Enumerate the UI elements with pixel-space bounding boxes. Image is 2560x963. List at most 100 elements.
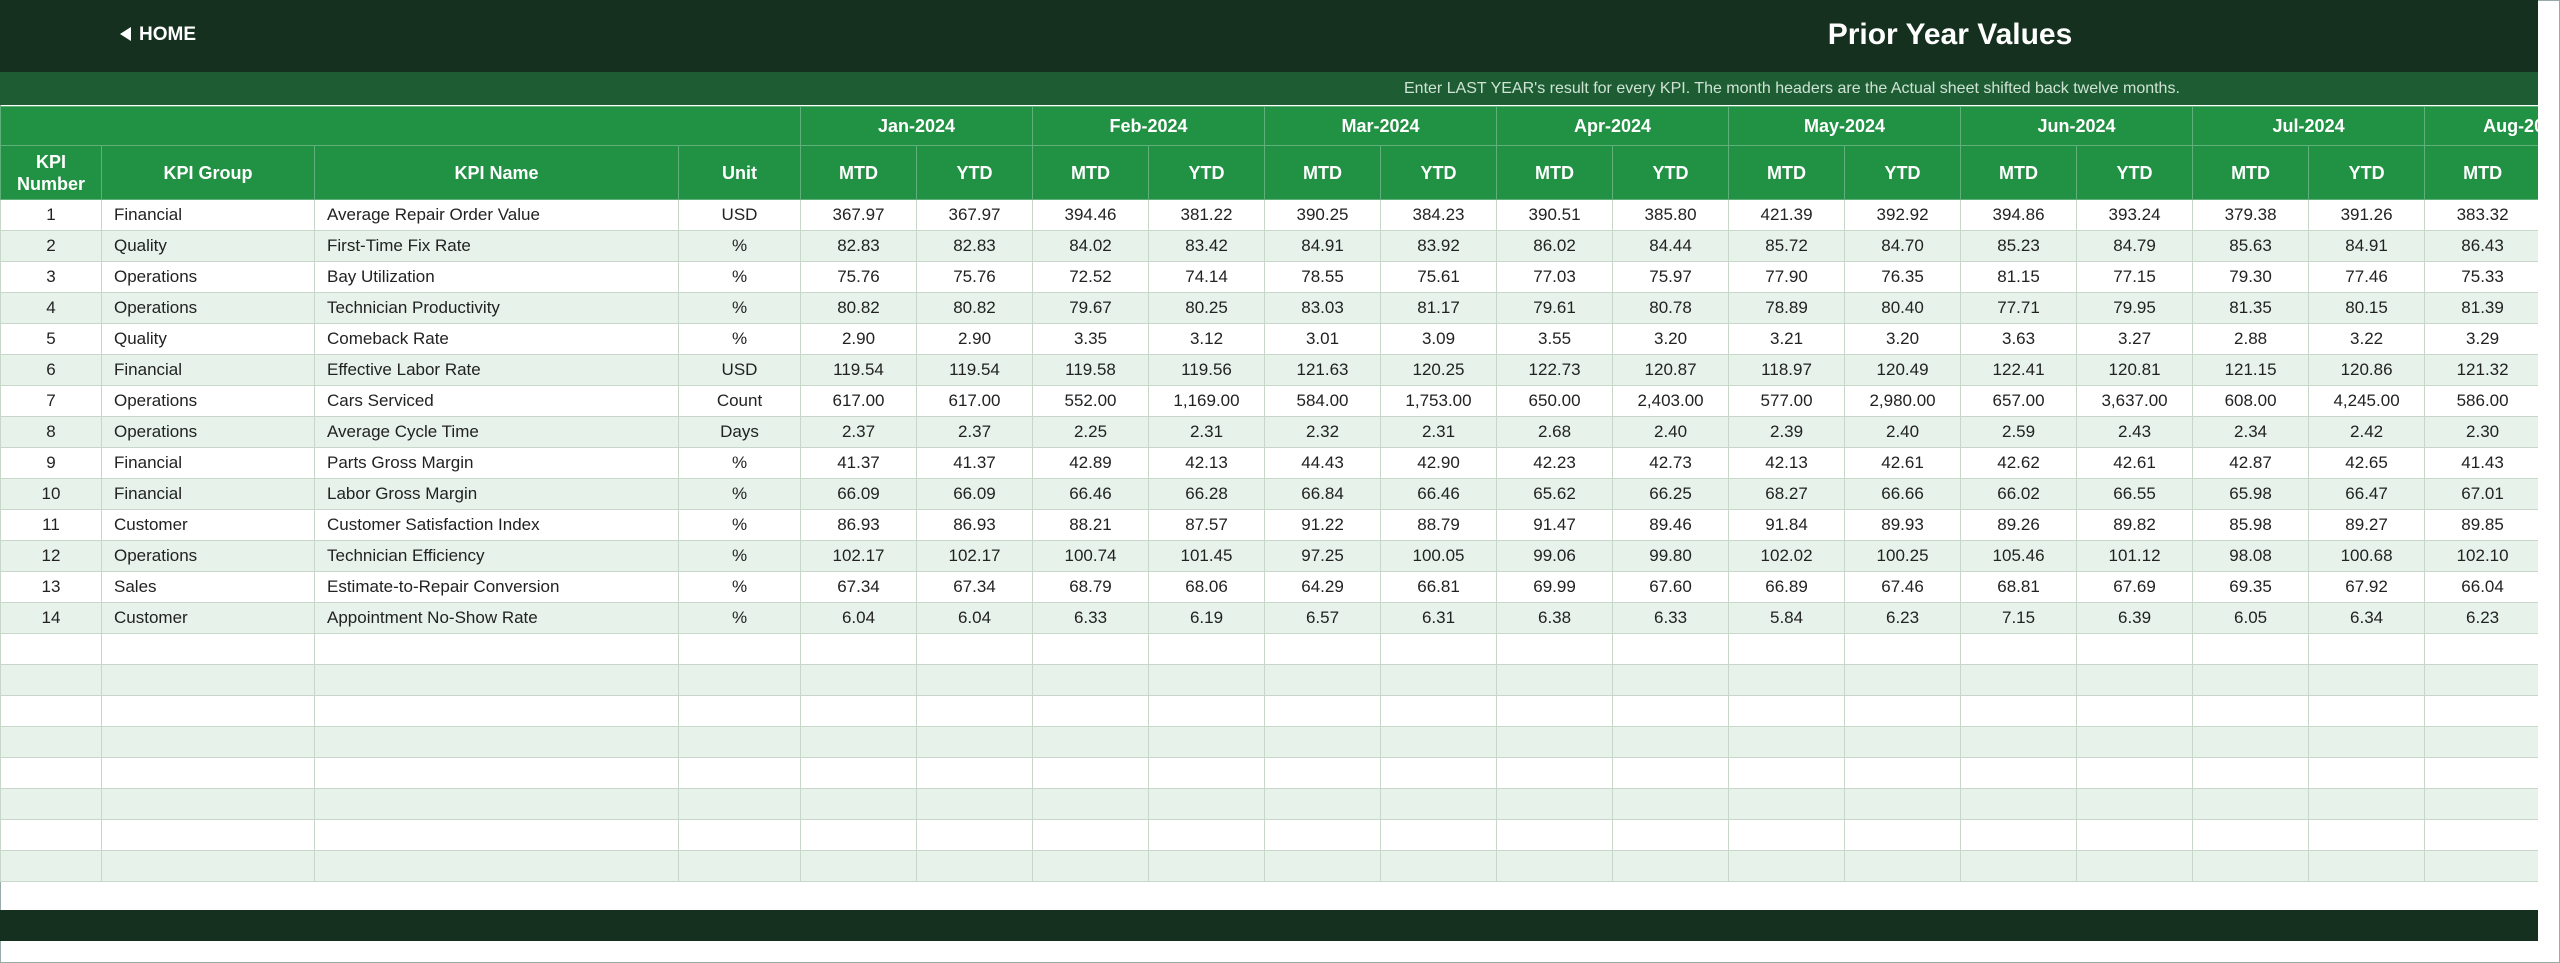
empty-cell (1264, 757, 1382, 789)
empty-cell (1496, 850, 1614, 882)
empty-cell (2076, 695, 2194, 727)
kpi-value: 3.21 (1728, 323, 1846, 355)
empty-cell (2192, 695, 2310, 727)
kpi-value: 42.61 (2076, 447, 2194, 479)
kpi-value: 5.84 (1728, 602, 1846, 634)
kpi-value: 101.12 (2076, 540, 2194, 572)
kpi-unit: % (678, 261, 801, 293)
kpi-value: 84.44 (1612, 230, 1730, 262)
kpi-value: 577.00 (1728, 385, 1846, 417)
empty-cell (800, 664, 917, 696)
kpi-number: 9 (0, 447, 102, 479)
kpi-value: 77.90 (1728, 261, 1846, 293)
kpi-value: 102.10 (2424, 540, 2538, 572)
table-wrap: Jan-2024 Feb-2024 Mar-2024 Apr-2024 May-2024… (0, 106, 2538, 886)
kpi-table: Jan-2024 Feb-2024 Mar-2024 Apr-2024 May-2024… (0, 106, 2538, 882)
empty-cell (1612, 633, 1730, 665)
kpi-group: Customer (101, 509, 315, 541)
kpi-unit: % (678, 571, 801, 603)
empty-cell (1496, 819, 1614, 851)
kpi-value: 84.02 (1032, 230, 1149, 262)
empty-cell (916, 726, 1033, 758)
empty-cell (1728, 664, 1846, 696)
empty-cell (1960, 695, 2078, 727)
empty-cell (1728, 757, 1846, 789)
blank-header (0, 106, 801, 146)
kpi-value: 87.57 (1147, 509, 1266, 541)
kpi-value: 78.55 (1264, 261, 1382, 293)
kpi-group: Operations (101, 385, 315, 417)
kpi-value: 68.81 (1960, 571, 2078, 603)
empty-cell (916, 819, 1033, 851)
kpi-value: 101.45 (1147, 540, 1266, 572)
top-bar: HOME Prior Year Values (0, 0, 2538, 72)
kpi-value: 3.20 (1844, 323, 1962, 355)
empty-cell (1960, 788, 2078, 820)
kpi-value: 42.23 (1496, 447, 1614, 479)
kpi-value: 97.25 (1264, 540, 1382, 572)
empty-cell (1960, 726, 2078, 758)
empty-cell (2424, 633, 2538, 665)
empty-cell (678, 695, 801, 727)
kpi-value: 65.98 (2192, 478, 2310, 510)
kpi-value: 80.15 (2308, 292, 2426, 324)
empty-cell (1728, 850, 1846, 882)
empty-cell (916, 695, 1033, 727)
empty-cell (0, 850, 102, 882)
kpi-value: 367.97 (916, 199, 1033, 231)
empty-cell (800, 633, 917, 665)
kpi-value: 2.34 (2192, 416, 2310, 448)
kpi-value: 6.04 (916, 602, 1033, 634)
empty-cell (1380, 664, 1498, 696)
empty-cell (916, 633, 1033, 665)
empty-cell (314, 788, 679, 820)
empty-cell (1844, 726, 1962, 758)
kpi-value: 6.57 (1264, 602, 1382, 634)
kpi-value: 42.13 (1728, 447, 1846, 479)
empty-cell (2192, 664, 2310, 696)
empty-cell (1612, 757, 1730, 789)
kpi-value: 80.40 (1844, 292, 1962, 324)
kpi-value: 2.88 (2192, 323, 2310, 355)
sub-header: MTD (2192, 145, 2310, 200)
kpi-value: 2.25 (1032, 416, 1149, 448)
empty-row (0, 819, 2538, 851)
empty-cell (1380, 695, 1498, 727)
kpi-name: Cars Serviced (314, 385, 679, 417)
sub-header: MTD (1264, 145, 1382, 200)
empty-cell (1612, 788, 1730, 820)
kpi-value: 82.83 (916, 230, 1033, 262)
empty-cell (1032, 695, 1149, 727)
kpi-value: 89.85 (2424, 509, 2538, 541)
kpi-value: 381.22 (1147, 199, 1266, 231)
kpi-group: Quality (101, 230, 315, 262)
kpi-value: 86.93 (800, 509, 917, 541)
empty-cell (1032, 819, 1149, 851)
kpi-value: 67.46 (1844, 571, 1962, 603)
empty-cell (1380, 633, 1498, 665)
kpi-value: 6.05 (2192, 602, 2310, 634)
kpi-value: 2.30 (2424, 416, 2538, 448)
kpi-value: 1,169.00 (1147, 385, 1266, 417)
kpi-value: 42.87 (2192, 447, 2310, 479)
empty-row (0, 788, 2538, 820)
kpi-row: 11 Customer Customer Satisfaction Index% 86… (0, 509, 2538, 541)
kpi-value: 77.46 (2308, 261, 2426, 293)
kpi-unit: % (678, 478, 801, 510)
kpi-row: 7 Operations Cars Serviced Count 617.00 617.0… (0, 385, 2538, 417)
empty-cell (2192, 726, 2310, 758)
empty-cell (1496, 757, 1614, 789)
empty-cell (314, 726, 679, 758)
kpi-value: 75.33 (2424, 261, 2538, 293)
empty-cell (1728, 695, 1846, 727)
kpi-value: 3,637.00 (2076, 385, 2194, 417)
empty-cell (2076, 819, 2194, 851)
kpi-value: 4,245.00 (2308, 385, 2426, 417)
home-button[interactable]: HOME (120, 24, 196, 46)
empty-cell (1032, 633, 1149, 665)
kpi-value: 66.81 (1380, 571, 1498, 603)
kpi-value: 121.63 (1264, 354, 1382, 386)
kpi-value: 367.97 (800, 199, 917, 231)
kpi-value: 3.09 (1380, 323, 1498, 355)
empty-cell (2308, 664, 2426, 696)
